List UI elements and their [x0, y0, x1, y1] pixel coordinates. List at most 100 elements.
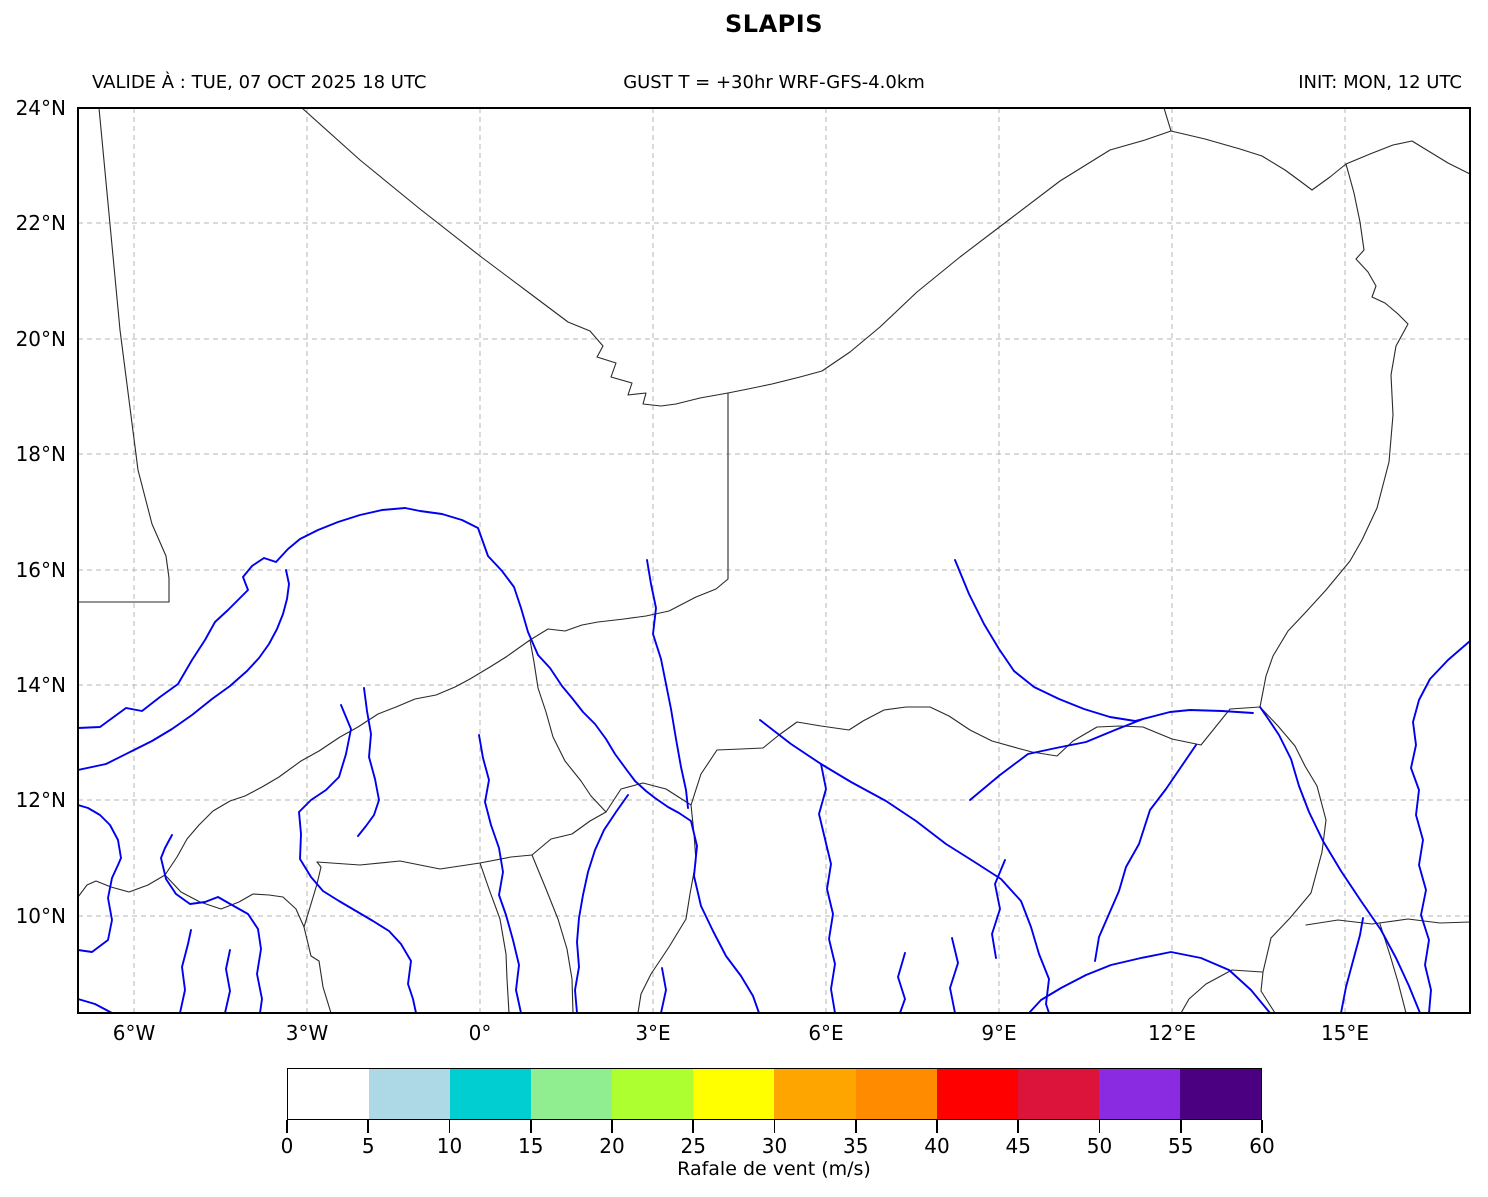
lon-tick-label: 0°	[468, 1021, 492, 1045]
colorbar-segment	[1179, 1069, 1261, 1119]
rivers	[78, 507, 1470, 1013]
map-frame	[77, 107, 1471, 1014]
country-border	[1345, 140, 1470, 175]
colorbar-segment	[531, 1069, 613, 1119]
colorbar-tick	[611, 1120, 613, 1133]
river	[78, 569, 290, 771]
colorbar-tick	[1179, 1120, 1182, 1133]
colorbar-segment	[612, 1069, 694, 1119]
country-border	[78, 108, 170, 603]
country-border	[605, 782, 692, 813]
river	[954, 559, 1144, 722]
country-border	[637, 804, 697, 1013]
river	[1340, 917, 1364, 1013]
river	[78, 507, 760, 1013]
river	[224, 949, 231, 1013]
river	[818, 763, 836, 1013]
country-border	[78, 874, 166, 898]
colorbar-segment	[1098, 1069, 1180, 1119]
valid-time-label: VALIDE À : TUE, 07 OCT 2025 18 UTC	[92, 72, 427, 93]
lat-tick-label: 20°N	[15, 327, 66, 351]
lat-tick-label: 22°N	[15, 211, 66, 235]
colorbar-tick	[529, 1120, 532, 1133]
colorbar-tick-label: 45	[1005, 1134, 1031, 1158]
river	[1094, 744, 1197, 962]
country-border	[1259, 163, 1409, 708]
colorbar-tick-label: 60	[1249, 1134, 1275, 1158]
country-borders	[78, 108, 1470, 1013]
latitude-axis: 24°N 22°N 20°N 18°N 16°N 14°N 12°N 10°N	[0, 0, 66, 1197]
country-border	[1305, 918, 1470, 926]
lon-tick-label: 9°E	[981, 1021, 1017, 1045]
colorbar-tick	[936, 1120, 938, 1133]
river	[897, 952, 906, 1013]
lon-tick-label: 12°E	[1147, 1021, 1197, 1045]
river	[78, 804, 122, 953]
colorbar-segment	[369, 1069, 451, 1119]
colorbar-tick-label: 50	[1086, 1134, 1113, 1158]
country-border	[529, 392, 729, 641]
lat-tick-label: 16°N	[15, 558, 66, 582]
country-border	[316, 811, 607, 870]
page-title: SLAPIS	[725, 10, 823, 38]
country-border	[164, 639, 531, 876]
river	[1259, 706, 1421, 1013]
river	[78, 998, 113, 1013]
country-border	[529, 639, 607, 813]
colorbar-tick	[1098, 1120, 1101, 1133]
country-border	[479, 862, 510, 1013]
country-border	[301, 108, 1172, 407]
colorbar-segment	[288, 1069, 370, 1119]
river	[969, 709, 1254, 801]
river	[660, 967, 667, 1013]
river	[478, 734, 522, 1013]
country-border	[1379, 923, 1407, 1013]
colorbar-tick	[854, 1120, 857, 1133]
country-border	[1163, 108, 1172, 132]
colorbar-tick-label: 30	[761, 1134, 788, 1158]
colorbar-axis-label: Rafale de vent (m/s)	[677, 1158, 871, 1180]
river	[759, 719, 1050, 1013]
river	[179, 929, 192, 1013]
lat-tick-label: 10°N	[15, 904, 66, 928]
country-border	[1259, 706, 1327, 1013]
river	[949, 937, 959, 1013]
grid-lines	[78, 108, 1470, 1013]
lon-tick-label: 6°W	[112, 1021, 156, 1045]
colorbar-tick-label: 10	[436, 1134, 463, 1158]
river	[574, 794, 629, 1013]
colorbar-tick-label: 25	[680, 1134, 706, 1158]
colorbar-tick-label: 35	[843, 1134, 869, 1158]
colorbar-segment	[693, 1069, 775, 1119]
colorbar-tick-label: 40	[924, 1134, 950, 1158]
lat-tick-label: 24°N	[15, 96, 66, 120]
country-border	[690, 706, 1261, 806]
colorbar-segment	[774, 1069, 856, 1119]
lon-tick-label: 3°W	[285, 1021, 329, 1045]
colorbar-tick	[448, 1120, 451, 1133]
river	[1410, 640, 1470, 1013]
lat-tick-label: 18°N	[15, 442, 66, 466]
colorbar-tick	[1261, 1120, 1263, 1133]
lon-tick-label: 3°E	[635, 1021, 671, 1045]
lon-tick-label: 6°E	[808, 1021, 844, 1045]
river	[1028, 951, 1271, 1013]
river	[646, 559, 689, 809]
lat-tick-label: 14°N	[15, 673, 66, 697]
country-border	[303, 926, 332, 1013]
colorbar-tick	[286, 1120, 288, 1133]
colorbar-tick-label: 55	[1168, 1134, 1194, 1158]
colorbar-tick	[692, 1120, 695, 1133]
river	[991, 859, 1006, 959]
colorbar-tick-label: 5	[361, 1134, 375, 1158]
lon-tick-label: 15°E	[1320, 1021, 1370, 1045]
colorbar-tick	[367, 1120, 370, 1133]
colorbar-tick-label: 0	[280, 1134, 294, 1158]
country-border	[531, 854, 574, 1013]
river	[298, 704, 417, 1013]
country-border	[1180, 969, 1263, 1013]
colorbar-tick-label: 15	[518, 1134, 544, 1158]
river	[357, 687, 380, 837]
model-run-label: GUST T = +30hr WRF-GFS-4.0km	[623, 72, 925, 93]
